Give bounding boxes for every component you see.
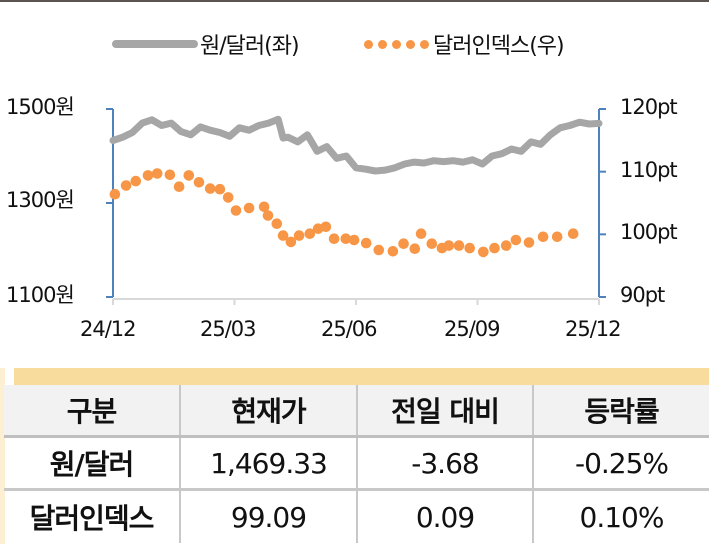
dollar-index-dot [173, 181, 185, 192]
right-axis-tick-120: 120pt [620, 95, 678, 119]
dollar-index-dot [523, 237, 535, 248]
legend-label-krw-usd: 원/달러(좌) [200, 34, 300, 59]
row-label-krw-usd: 원/달러 [4, 436, 180, 491]
table-top-band [14, 368, 709, 385]
chart-legend: 원/달러(좌) 달러인덱스(우) [0, 28, 709, 62]
right-axis-tick-110: 110pt [620, 158, 678, 182]
header-daily-change: 전일 대비 [356, 385, 533, 438]
dollar-index-dot [183, 170, 195, 181]
legend-label-dollar-index: 달러인덱스(우) [433, 34, 565, 59]
x-axis-tick-2506: 25/06 [321, 317, 378, 341]
dollar-index-dot [285, 236, 297, 248]
table-row: 원/달러 1,469.33 -3.68 -0.25% [4, 436, 709, 491]
right-axis-tick-100: 100pt [620, 220, 678, 244]
krw-usd-line [109, 115, 603, 175]
dollar-index-dot [500, 240, 512, 251]
orange-dots-swatch-icon [364, 39, 429, 49]
dollar-index-dot [304, 228, 316, 239]
dollar-index-dot [453, 240, 465, 251]
dollar-index-dot [243, 202, 255, 214]
dollar-index-dot [478, 246, 489, 258]
right-axis-tick-90: 90pt [620, 283, 665, 307]
row-label-dollar-index: 달러인덱스 [29, 502, 155, 535]
header-change-rate: 등락률 [532, 385, 709, 438]
dollar-index-dot [120, 180, 132, 191]
dollar-index-dot [426, 238, 438, 249]
x-axis-tick-2509: 25/09 [444, 317, 501, 341]
dollar-index-dot [415, 228, 427, 239]
dollar-index-dot [360, 237, 372, 249]
cell-price: 1,469.33 [179, 436, 357, 491]
dollar-index-dot [537, 231, 549, 243]
dollar-index-dot [373, 244, 385, 256]
table-header-row: 구분 현재가 전일 대비 등락률 [4, 385, 709, 438]
dollar-index-dot [328, 233, 340, 244]
header-current-price: 현재가 [179, 385, 357, 438]
chart-plot [106, 108, 606, 305]
dollar-index-dot [230, 205, 242, 216]
legend-item-krw-usd: 원/달러(좌) [112, 28, 300, 60]
top-rule [0, 0, 709, 2]
dollar-index-dot [409, 243, 421, 254]
x-axis-tick-2412: 24/12 [80, 317, 137, 341]
dollar-index-dot [142, 170, 154, 181]
legend-item-dollar-index: 달러인덱스(우) [364, 28, 565, 60]
quote-table: 구분 현재가 전일 대비 등락률 원/달러 1,469.33 -3.68 -0.… [4, 385, 709, 543]
left-axis-tick-1100: 1100원 [6, 283, 75, 307]
dollar-index-dot [348, 234, 360, 246]
header-category: 구분 [4, 385, 180, 438]
dollar-index-dot [443, 240, 455, 251]
dollar-index-dot [130, 175, 142, 187]
dollar-index-dot [510, 234, 522, 246]
dollar-index-dot [262, 210, 274, 221]
table-row: 달러인덱스 99.09 0.09 0.10% [4, 489, 709, 543]
cell-price: 99.09 [179, 489, 357, 543]
left-axis-tick-1500: 1500원 [6, 95, 75, 119]
gray-line-swatch-icon [112, 40, 198, 48]
cell-rate: -0.25% [532, 436, 709, 491]
quote-table-area: 구분 현재가 전일 대비 등락률 원/달러 1,469.33 -3.68 -0.… [0, 368, 709, 544]
dollar-index-dot [214, 183, 226, 195]
cell-change: -3.68 [356, 436, 533, 491]
dollar-index-dot [109, 188, 121, 200]
x-axis-tick-2503: 25/03 [200, 317, 257, 341]
dollar-index-dot [464, 242, 476, 254]
dollar-index-dot [258, 201, 270, 213]
dollar-index-dot [398, 238, 409, 249]
dollar-index-dot [293, 230, 305, 241]
dollar-index-dot [567, 228, 579, 239]
dollar-index-dot [340, 233, 352, 244]
dollar-index-dot [151, 168, 163, 179]
dollar-index-dot [489, 242, 500, 254]
dollar-index-dot [271, 218, 283, 229]
cell-rate: 0.10% [532, 489, 709, 543]
dollar-index-dot [551, 231, 563, 243]
x-axis-tick-2512: 25/12 [565, 317, 622, 341]
dollar-index-dot [222, 192, 234, 203]
dollar-index-dot [204, 183, 216, 194]
dollar-index-dot [320, 221, 332, 233]
dollar-index-dot [164, 169, 176, 181]
dollar-index-dot [277, 230, 289, 241]
dollar-index-dot [387, 246, 399, 257]
dollar-index-dot [193, 177, 205, 188]
decorative-strip [0, 368, 5, 544]
cell-change: 0.09 [356, 489, 533, 543]
left-axis-tick-1300: 1300원 [6, 188, 75, 212]
